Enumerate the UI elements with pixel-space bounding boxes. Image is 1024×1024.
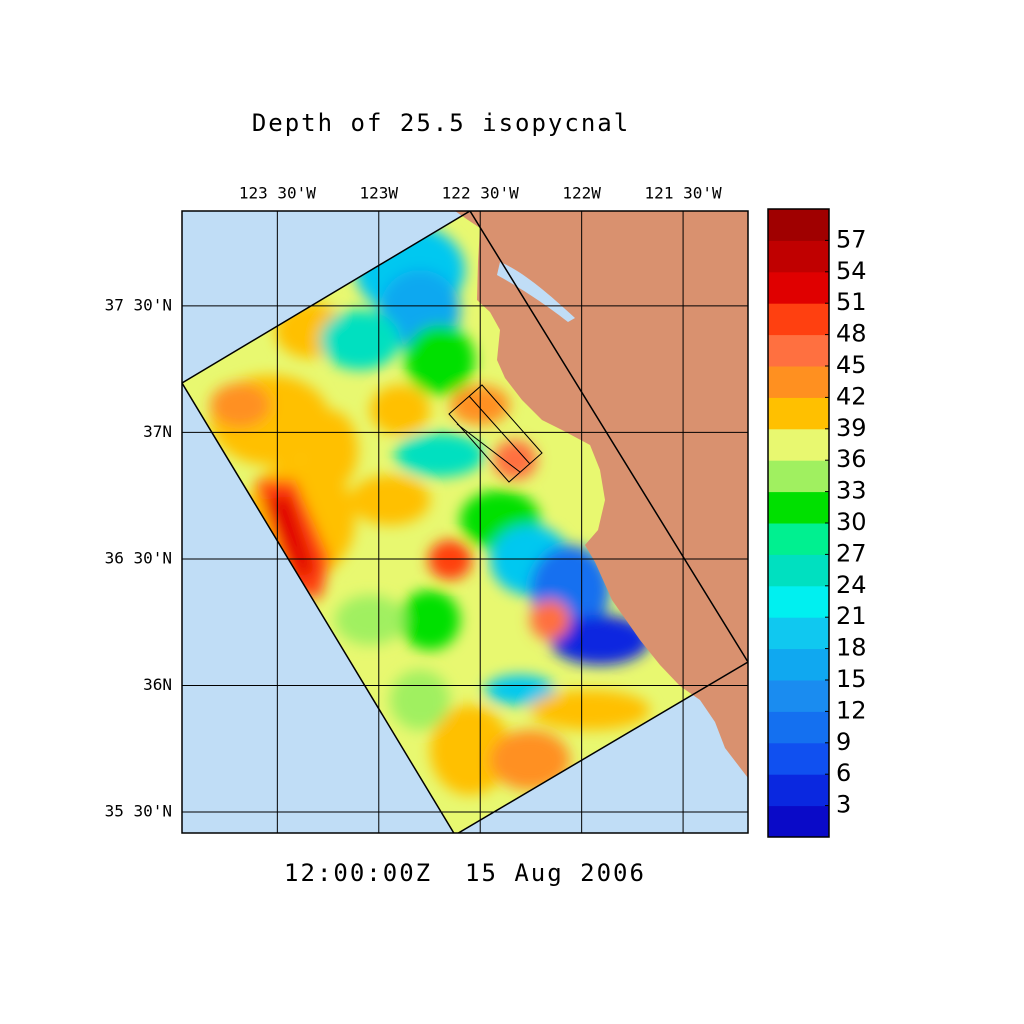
lat-tick-label: 37 30'N xyxy=(105,295,172,314)
colorbar-label: 21 xyxy=(836,602,867,630)
colorbar-swatch xyxy=(768,366,829,398)
lon-tick-label: 123 30'W xyxy=(239,184,316,203)
colorbar-swatch xyxy=(768,805,829,838)
colorbar-label: 24 xyxy=(836,571,867,599)
lat-tick-label: 37N xyxy=(143,422,172,441)
colorbar-swatch xyxy=(768,711,829,744)
colorbar-swatch xyxy=(768,428,829,461)
colorbar-label: 6 xyxy=(836,759,851,787)
colorbar-swatch xyxy=(768,240,829,273)
map-frame xyxy=(181,210,749,834)
colorbar-swatch xyxy=(768,585,829,618)
model-domain xyxy=(182,211,748,833)
colorbar-swatch xyxy=(768,554,829,587)
lat-tick-label: 35 30'N xyxy=(105,801,172,820)
colorbar-swatch xyxy=(768,617,829,650)
colorbar-swatch xyxy=(768,680,829,712)
colorbar-label: 30 xyxy=(836,508,867,536)
colorbar-label: 54 xyxy=(836,257,867,285)
colorbar-label: 51 xyxy=(836,288,867,316)
colorbar-swatch xyxy=(768,334,829,367)
lon-tick-label: 123W xyxy=(360,184,399,203)
colorbar-label: 57 xyxy=(836,225,867,253)
colorbar-label: 33 xyxy=(836,477,867,505)
colorbar-swatch xyxy=(768,742,829,775)
colorbar-label: 9 xyxy=(836,728,851,756)
colorbar-swatch xyxy=(768,774,829,807)
colorbar-swatch xyxy=(768,397,829,430)
nested-domains xyxy=(448,384,543,483)
colorbar-swatch xyxy=(768,209,829,241)
colorbar-label: 12 xyxy=(836,696,867,724)
colorbar-label: 27 xyxy=(836,539,867,567)
colorbar-swatch xyxy=(768,648,829,681)
lon-tick-label: 121 30'W xyxy=(645,184,722,203)
colorbar-swatch xyxy=(768,523,829,555)
lon-tick-label: 122 30'W xyxy=(442,184,519,203)
map-area xyxy=(182,211,748,833)
colorbar-swatch xyxy=(768,460,829,493)
colorbar-label: 18 xyxy=(836,634,867,662)
land xyxy=(455,211,748,778)
bay xyxy=(497,262,575,322)
colorbar-label: 39 xyxy=(836,414,867,442)
title: Depth of 25.5 isopycnal xyxy=(252,109,630,137)
lon-tick-label: 122W xyxy=(562,184,601,203)
colorbar-label: 48 xyxy=(836,320,867,348)
colorbar-label: 15 xyxy=(836,665,867,693)
colorbar-swatch xyxy=(768,303,829,336)
colorbar-label: 45 xyxy=(836,351,867,379)
colorbar-swatch xyxy=(768,271,829,304)
colorbar-label: 42 xyxy=(836,382,867,410)
axis-labels: 123 30'W 123W 122 30'W 122W 121 30'W 37 30'N 3… xyxy=(105,184,722,821)
colorbar-label: 36 xyxy=(836,445,867,473)
lat-tick-label: 36N xyxy=(143,675,172,694)
lat-tick-label: 36 30'N xyxy=(105,548,172,567)
time-label: 12:00:00Z 15 Aug 2006 xyxy=(284,859,646,887)
colorbar-label: 3 xyxy=(836,791,851,819)
colorbar-swatch xyxy=(768,491,829,524)
graticule xyxy=(182,211,748,833)
